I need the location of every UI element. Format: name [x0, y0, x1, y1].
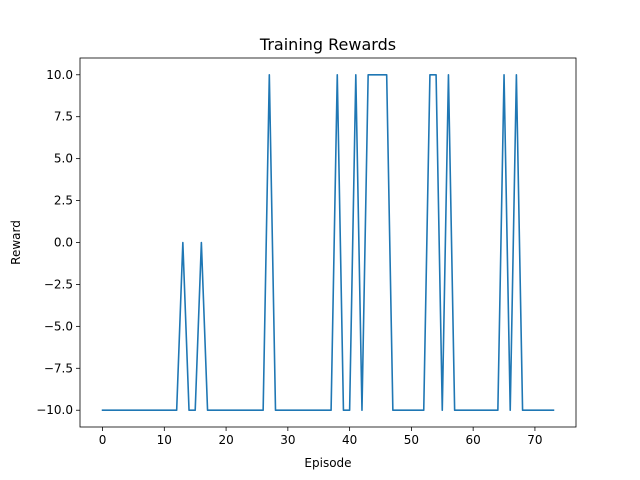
x-tick-label: 30	[280, 433, 295, 447]
plot-frame	[79, 57, 577, 428]
y-tick-label: −7.5	[44, 361, 73, 375]
y-tick-label: 7.5	[54, 110, 73, 124]
y-tick-label: 5.0	[54, 152, 73, 166]
y-tick-label: −5.0	[44, 319, 73, 333]
x-tick-label: 10	[157, 433, 172, 447]
x-tick-label: 70	[527, 433, 542, 447]
series-line	[101, 73, 555, 412]
y-axis-label: Reward	[9, 220, 23, 265]
x-tick-label: 40	[342, 433, 357, 447]
x-tick-label: 0	[99, 433, 107, 447]
x-axis-label: Episode	[304, 456, 351, 470]
y-tick-label: 10.0	[46, 68, 73, 82]
x-tick-label: 60	[466, 433, 481, 447]
x-tick-label: 50	[404, 433, 419, 447]
y-tick-label: −2.5	[44, 277, 73, 291]
plot-series	[101, 73, 555, 412]
x-tick-label: 20	[218, 433, 233, 447]
y-tick-label: 0.0	[54, 236, 73, 250]
axis-ticks: 0 10 20 30 40 50 60 70 −10.0 −7.5 −5.0 −2.5 0.0 2.5 5.…	[36, 68, 542, 447]
y-tick-label: −10.0	[36, 403, 73, 417]
chart-title: Training Rewards	[259, 35, 396, 54]
y-tick-label: 2.5	[54, 194, 73, 208]
